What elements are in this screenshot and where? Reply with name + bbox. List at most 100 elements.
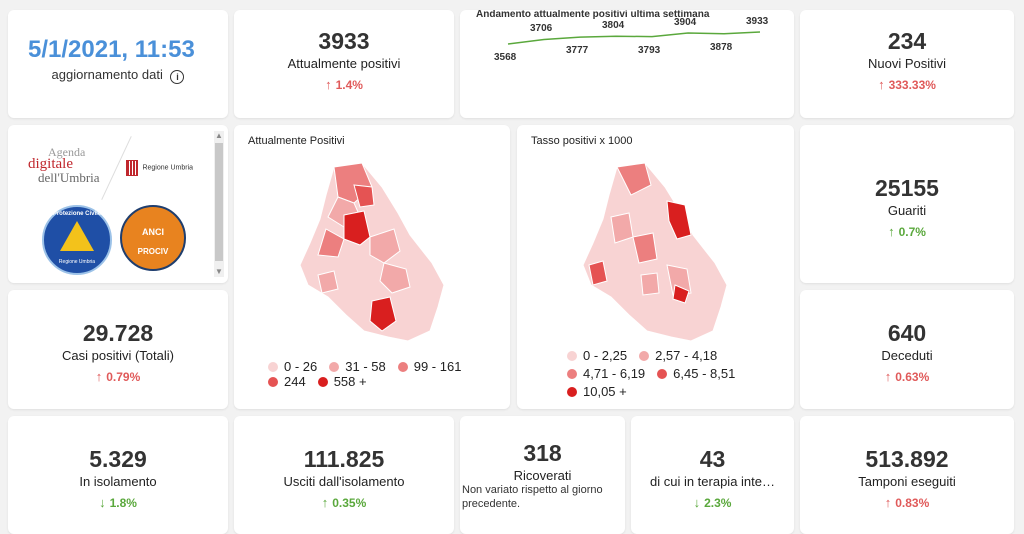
- regione-umbria-logo: Regione Umbria: [126, 159, 193, 177]
- isolamento-change-value: 1.8%: [109, 496, 137, 510]
- legend-label: 2,57 - 4,18: [655, 348, 718, 363]
- legend-swatch: [567, 387, 577, 397]
- legend-item: 244: [268, 374, 306, 389]
- usciti-card: 111.825 Usciti dall'isolamento ↑ 0.35%: [234, 416, 454, 534]
- nuovi-card: 234 Nuovi Positivi ↑ 333.33%: [800, 10, 1014, 118]
- legend-item: 99 - 161: [397, 359, 462, 374]
- guariti-card: 25155 Guariti ↑ 0.7%: [800, 125, 1014, 283]
- guariti-value: 25155: [875, 175, 939, 201]
- trend-point-label: 3904: [674, 16, 697, 28]
- usciti-value: 111.825: [303, 446, 385, 472]
- agenda-line3: dell'Umbria: [38, 170, 100, 185]
- trend-sparkline: [507, 31, 761, 45]
- arrow-up-icon: ↑: [95, 369, 103, 384]
- agenda-line2: digitale: [28, 156, 73, 172]
- isolamento-card: 5.329 In isolamento ↓ 1.8%: [8, 416, 228, 534]
- usciti-label: Usciti dall'isolamento: [283, 474, 405, 489]
- update-label: aggiornamento dati: [51, 67, 163, 82]
- tamponi-value: 513.892: [865, 446, 949, 472]
- regione-emblem-icon: [126, 159, 138, 176]
- attuali-value: 3933: [318, 28, 370, 54]
- legend-item: 558 +: [317, 374, 367, 389]
- legend-label: 4,71 - 6,19: [583, 366, 646, 381]
- trend-point-label: 3804: [602, 20, 625, 32]
- terapia-card: 43 di cui in terapia inte… ↓ 2.3%: [631, 416, 794, 534]
- anci-sub-text: PROCIV: [137, 247, 169, 256]
- legend-swatch: [567, 351, 577, 361]
- legend-label: 10,05 +: [583, 384, 627, 399]
- triangle-icon: [60, 221, 94, 251]
- trend-card: Andamento attualmente positivi ultima se…: [460, 10, 794, 118]
- trend-point-label: 3933: [746, 16, 769, 27]
- legend-swatch: [567, 369, 577, 379]
- terapia-label: di cui in terapia inte…: [649, 474, 775, 489]
- map1-region-map: [299, 162, 445, 342]
- deceduti-value: 640: [887, 320, 927, 346]
- legend-swatch: [317, 377, 328, 387]
- legend-swatch: [657, 369, 668, 379]
- arrow-down-icon: ↓: [99, 495, 106, 510]
- terapia-change: ↓ 2.3%: [631, 495, 794, 510]
- legend-label: 0 - 26: [284, 359, 318, 374]
- isolamento-change: ↓ 1.8%: [8, 495, 228, 510]
- info-icon[interactable]: i: [170, 70, 185, 84]
- legend-label: 0 - 2,25: [583, 348, 628, 363]
- tamponi-label: Tamponi eseguiti: [858, 474, 956, 489]
- legend-item: 0 - 26: [268, 359, 317, 374]
- terapia-change-value: 2.3%: [704, 496, 732, 510]
- attuali-change-value: 1.4%: [335, 78, 363, 92]
- scroll-up-icon[interactable]: ▲: [215, 131, 223, 140]
- tamponi-change-value: 0.83%: [895, 496, 930, 510]
- trend-point-label: 3793: [638, 44, 661, 56]
- protezione-sub-text: Regione Umbria: [58, 259, 96, 265]
- map1-card: Attualmente Positivi 0 - 26 31 - 58 99 - 1…: [234, 125, 510, 409]
- deceduti-change: ↑ 0.63%: [800, 369, 1014, 384]
- legend-swatch: [268, 362, 278, 372]
- totali-change-value: 0.79%: [106, 370, 141, 384]
- trend-point-label: 3568: [494, 52, 517, 63]
- totali-card: 29.728 Casi positivi (Totali) ↑ 0.79%: [8, 290, 228, 409]
- update-card: 5/1/2021, 11:53 aggiornamento dati i: [8, 10, 228, 118]
- usciti-change-value: 0.35%: [332, 496, 367, 510]
- update-label-row: aggiornamento dati i: [8, 67, 228, 84]
- ricoverati-value: 318: [523, 440, 562, 466]
- map2-title: Tasso positivi x 1000: [531, 135, 633, 147]
- arrow-up-icon: ↑: [325, 77, 332, 92]
- legend-label: 31 - 58: [345, 359, 386, 374]
- logos-scrollbar[interactable]: ▲ ▼: [214, 131, 224, 277]
- isolamento-label: In isolamento: [79, 474, 157, 489]
- ricoverati-card: 318 Ricoverati Non variato rispetto al g…: [460, 416, 625, 534]
- deceduti-label: Deceduti: [881, 348, 933, 363]
- map2-legend: 0 - 2,25 2,57 - 4,18 4,71 - 6,19 6,45 - 8,5…: [567, 347, 767, 401]
- arrow-up-icon: ↑: [884, 369, 892, 384]
- update-date: 5/1/2021, 11:53: [28, 36, 195, 63]
- nuovi-label: Nuovi Positivi: [867, 56, 947, 71]
- deceduti-change-value: 0.63%: [895, 370, 930, 384]
- arrow-up-icon: ↑: [888, 224, 895, 239]
- nuovi-value: 234: [887, 28, 927, 54]
- legend-label: 99 - 161: [413, 359, 462, 374]
- nuovi-change: ↑ 333.33%: [800, 77, 1014, 92]
- ricoverati-note: Non variato rispetto al giorno precedent…: [462, 484, 603, 510]
- scrollbar-thumb[interactable]: [215, 143, 223, 261]
- tamponi-card: 513.892 Tamponi eseguiti ↑ 0.83%: [800, 416, 1014, 534]
- map1-title: Attualmente Positivi: [248, 135, 345, 147]
- anci-prociv-logo: ANCI PROCIV: [120, 205, 186, 271]
- trend-point-label: 3777: [566, 45, 589, 57]
- tamponi-change: ↑ 0.83%: [800, 495, 1014, 510]
- isolamento-value: 5.329: [89, 446, 147, 472]
- map2-card: Tasso positivi x 1000 0 - 2,25 2,57 - 4,1…: [517, 125, 794, 409]
- scroll-down-icon[interactable]: ▼: [215, 267, 223, 276]
- guariti-label: Guariti: [887, 203, 927, 218]
- totali-label: Casi positivi (Totali): [62, 348, 174, 363]
- legend-swatch: [397, 362, 408, 372]
- legend-item: 0 - 2,25: [567, 347, 627, 365]
- trend-title: Andamento attualmente positivi ultima se…: [476, 10, 710, 20]
- legend-label: 244: [284, 374, 306, 389]
- agenda-digitale-logo: Agenda digitale dell'Umbria: [26, 145, 110, 189]
- arrow-down-icon: ↓: [693, 495, 701, 510]
- legend-label: 558 +: [333, 374, 367, 389]
- legend-swatch: [639, 351, 650, 361]
- totali-value: 29.728: [82, 320, 154, 346]
- deceduti-card: 640 Deceduti ↑ 0.63%: [800, 290, 1014, 409]
